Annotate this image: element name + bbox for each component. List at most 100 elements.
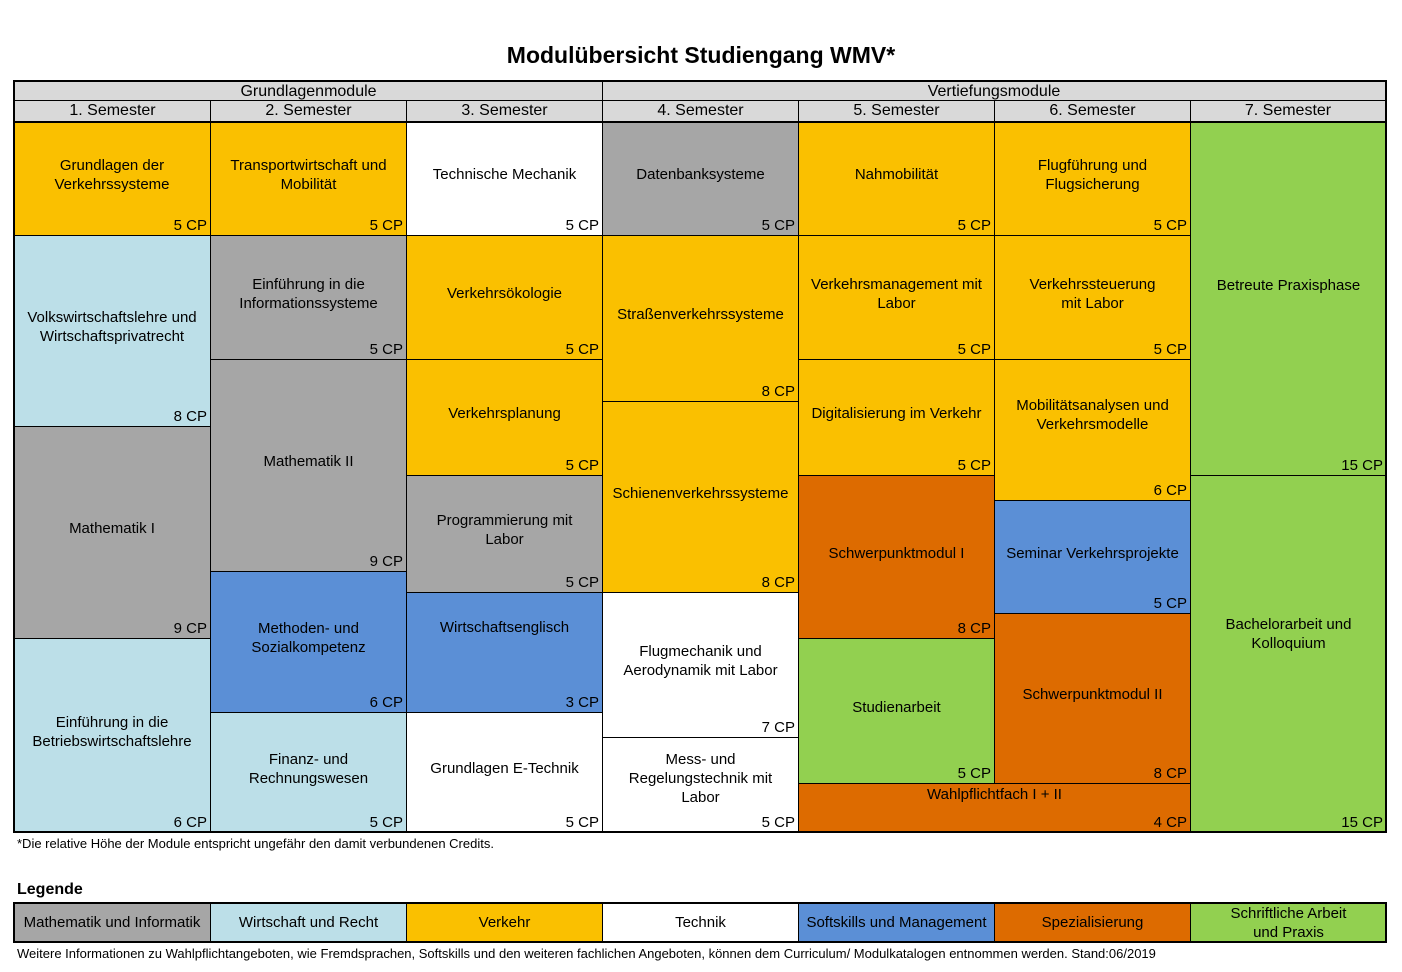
module-credits: 5 CP [761, 217, 795, 234]
module-credits: 9 CP [173, 620, 207, 637]
module-credits: 6 CP [369, 694, 403, 711]
group-header-vertiefung: Vertiefungsmodule [602, 80, 1387, 101]
module-name: Verkehrssteuerung mit Labor [1029, 275, 1156, 312]
module-name: Nahmobilität [854, 166, 939, 183]
module-credits: 8 CP [761, 574, 795, 591]
module-name: Wahlpflichtfach I + II [927, 786, 1062, 803]
module-name: Schienenverkehrssysteme [612, 484, 789, 502]
module-name: Grundlagen E-Technik [430, 760, 579, 777]
module-credits: 5 CP [957, 217, 991, 234]
module-grundlagen-verkehrssysteme: Grundlagen der Verkehrssysteme 5 CP [13, 121, 211, 236]
module-name: Mess- und Regelungstechnik mit Labor [628, 750, 773, 806]
legend-mathematik-informatik: Mathematik und Informatik [13, 902, 211, 943]
module-technische-mechanik: Technische Mechanik 5 CP [406, 121, 603, 236]
module-name: Transportwirtschaft und Mobilität [230, 156, 387, 193]
legend-softskills-management: Softskills und Management [798, 902, 995, 943]
semester-header-5: 5. Semester [798, 100, 995, 122]
module-credits: 5 CP [957, 765, 991, 782]
module-studienarbeit: Studienarbeit 5 CP [798, 638, 995, 784]
module-mess-regelungstechnik: Mess- und Regelungstechnik mit Labor 5 C… [602, 737, 799, 833]
legend-schriftliche-arbeit-praxis: Schriftliche Arbeit und Praxis [1190, 902, 1387, 943]
module-credits: 9 CP [369, 553, 403, 570]
module-wirtschaftsenglisch: Wirtschaftsenglisch 3 CP [406, 592, 603, 713]
module-mathematik-1: Mathematik I 9 CP [13, 426, 211, 639]
module-flugmechanik: Flugmechanik und Aerodynamik mit Labor 7… [602, 592, 799, 738]
module-name: Methoden- und Sozialkompetenz [251, 620, 366, 656]
module-credits: 5 CP [565, 217, 599, 234]
module-strassenverkehrssysteme: Straßenverkehrssysteme 8 CP [602, 235, 799, 402]
module-credits: 5 CP [565, 457, 599, 474]
module-credits: 5 CP [565, 574, 599, 591]
module-datenbanksysteme: Datenbanksysteme 5 CP [602, 121, 799, 236]
module-name: Verkehrsplanung [448, 405, 561, 422]
module-credits: 5 CP [957, 457, 991, 474]
module-transportwirtschaft: Transportwirtschaft und Mobilität 5 CP [210, 121, 407, 236]
module-name: Schwerpunktmodul II [1022, 686, 1163, 703]
module-name: Bachelorarbeit und Kolloquium [1225, 616, 1352, 652]
module-credits: 5 CP [1153, 217, 1187, 234]
module-name: Mathematik II [263, 453, 354, 470]
module-name: Straßenverkehrssysteme [617, 306, 784, 323]
module-mathematik-2: Mathematik II 9 CP [210, 359, 407, 572]
module-name: Technische Mechanik [432, 166, 577, 183]
module-name: Betreute Praxisphase [1216, 277, 1361, 294]
module-flugfuehrung: Flugführung und Flugsicherung 5 CP [994, 121, 1191, 236]
module-credits: 3 CP [565, 694, 599, 711]
module-name: Wirtschaftsenglisch [439, 619, 570, 636]
module-name: Grundlagen der Verkehrssysteme [54, 156, 170, 193]
module-name: Einführung in die Informationssysteme [239, 275, 378, 312]
module-schwerpunktmodul-1: Schwerpunktmodul I 8 CP [798, 475, 995, 639]
module-credits: 8 CP [1153, 765, 1187, 782]
module-volkswirtschaftslehre: Volkswirtschaftslehre und Wirtschaftspri… [13, 235, 211, 427]
module-betriebswirtschaftslehre: Einführung in die Betriebswirtschaftsleh… [13, 638, 211, 833]
module-name: Finanz- und Rechnungswesen [248, 750, 369, 787]
module-verkehrsplanung: Verkehrsplanung 5 CP [406, 359, 603, 476]
module-betreute-praxisphase: Betreute Praxisphase 15 CP [1190, 121, 1387, 476]
module-credits: 8 CP [761, 383, 795, 400]
module-credits: 5 CP [369, 217, 403, 234]
legend-title: Legende [17, 881, 83, 898]
module-wahlpflichtfach: Wahlpflichtfach I + II 4 CP [798, 783, 1191, 833]
module-schwerpunktmodul-2: Schwerpunktmodul II 8 CP [994, 613, 1191, 784]
module-name: Schwerpunktmodul I [828, 544, 965, 562]
module-name: Datenbanksysteme [636, 166, 765, 183]
module-verkehrsmanagement: Verkehrsmanagement mit Labor 5 CP [798, 235, 995, 360]
group-header-grundlagen: Grundlagenmodule [13, 80, 603, 101]
legend-technik: Technik [602, 902, 799, 943]
semester-header-3: 3. Semester [406, 100, 603, 122]
module-credits: 6 CP [173, 814, 207, 831]
module-credits: 5 CP [957, 341, 991, 358]
bottom-note: Weitere Informationen zu Wahlpflichtange… [17, 946, 1156, 961]
semester-header-7: 7. Semester [1190, 100, 1387, 122]
module-name: Einführung in die Betriebswirtschaftsleh… [32, 713, 192, 750]
module-name: Mobilitätsanalysen und Verkehrsmodelle [1016, 397, 1169, 433]
module-name: Flugführung und Flugsicherung [1037, 156, 1148, 193]
legend-verkehr: Verkehr [406, 902, 603, 943]
semester-header-6: 6. Semester [994, 100, 1191, 122]
module-informationssysteme: Einführung in die Informationssysteme 5 … [210, 235, 407, 360]
footnote: *Die relative Höhe der Module entspricht… [17, 836, 494, 851]
module-credits: 5 CP [761, 814, 795, 831]
module-credits: 5 CP [369, 341, 403, 358]
legend-spezialisierung: Spezialisierung [994, 902, 1191, 943]
module-credits: 8 CP [957, 620, 991, 637]
module-digitalisierung: Digitalisierung im Verkehr 5 CP [798, 359, 995, 476]
module-mobilitaetsanalysen: Mobilitätsanalysen und Verkehrsmodelle 6… [994, 359, 1191, 501]
module-credits: 5 CP [565, 341, 599, 358]
module-credits: 15 CP [1341, 814, 1383, 831]
module-verkehrssteuerung: Verkehrssteuerung mit Labor 5 CP [994, 235, 1191, 360]
module-name: Verkehrsmanagement mit Labor [811, 275, 982, 312]
module-bachelorarbeit: Bachelorarbeit und Kolloquium 15 CP [1190, 475, 1387, 833]
semester-header-1: 1. Semester [13, 100, 211, 122]
module-name: Volkswirtschaftslehre und Wirtschaftspri… [27, 309, 197, 345]
module-credits: 5 CP [1153, 341, 1187, 358]
module-schienenverkehrssysteme: Schienenverkehrssysteme 8 CP [602, 401, 799, 593]
module-methoden-sozialkompetenz: Methoden- und Sozialkompetenz 6 CP [210, 571, 407, 713]
module-programmierung: Programmierung mit Labor 5 CP [406, 475, 603, 593]
legend-wirtschaft-recht: Wirtschaft und Recht [210, 902, 407, 943]
module-credits: 5 CP [565, 814, 599, 831]
module-credits: 6 CP [1153, 482, 1187, 499]
module-grundlagen-etechnik: Grundlagen E-Technik 5 CP [406, 712, 603, 833]
semester-header-2: 2. Semester [210, 100, 407, 122]
module-finanz-rechnungswesen: Finanz- und Rechnungswesen 5 CP [210, 712, 407, 833]
